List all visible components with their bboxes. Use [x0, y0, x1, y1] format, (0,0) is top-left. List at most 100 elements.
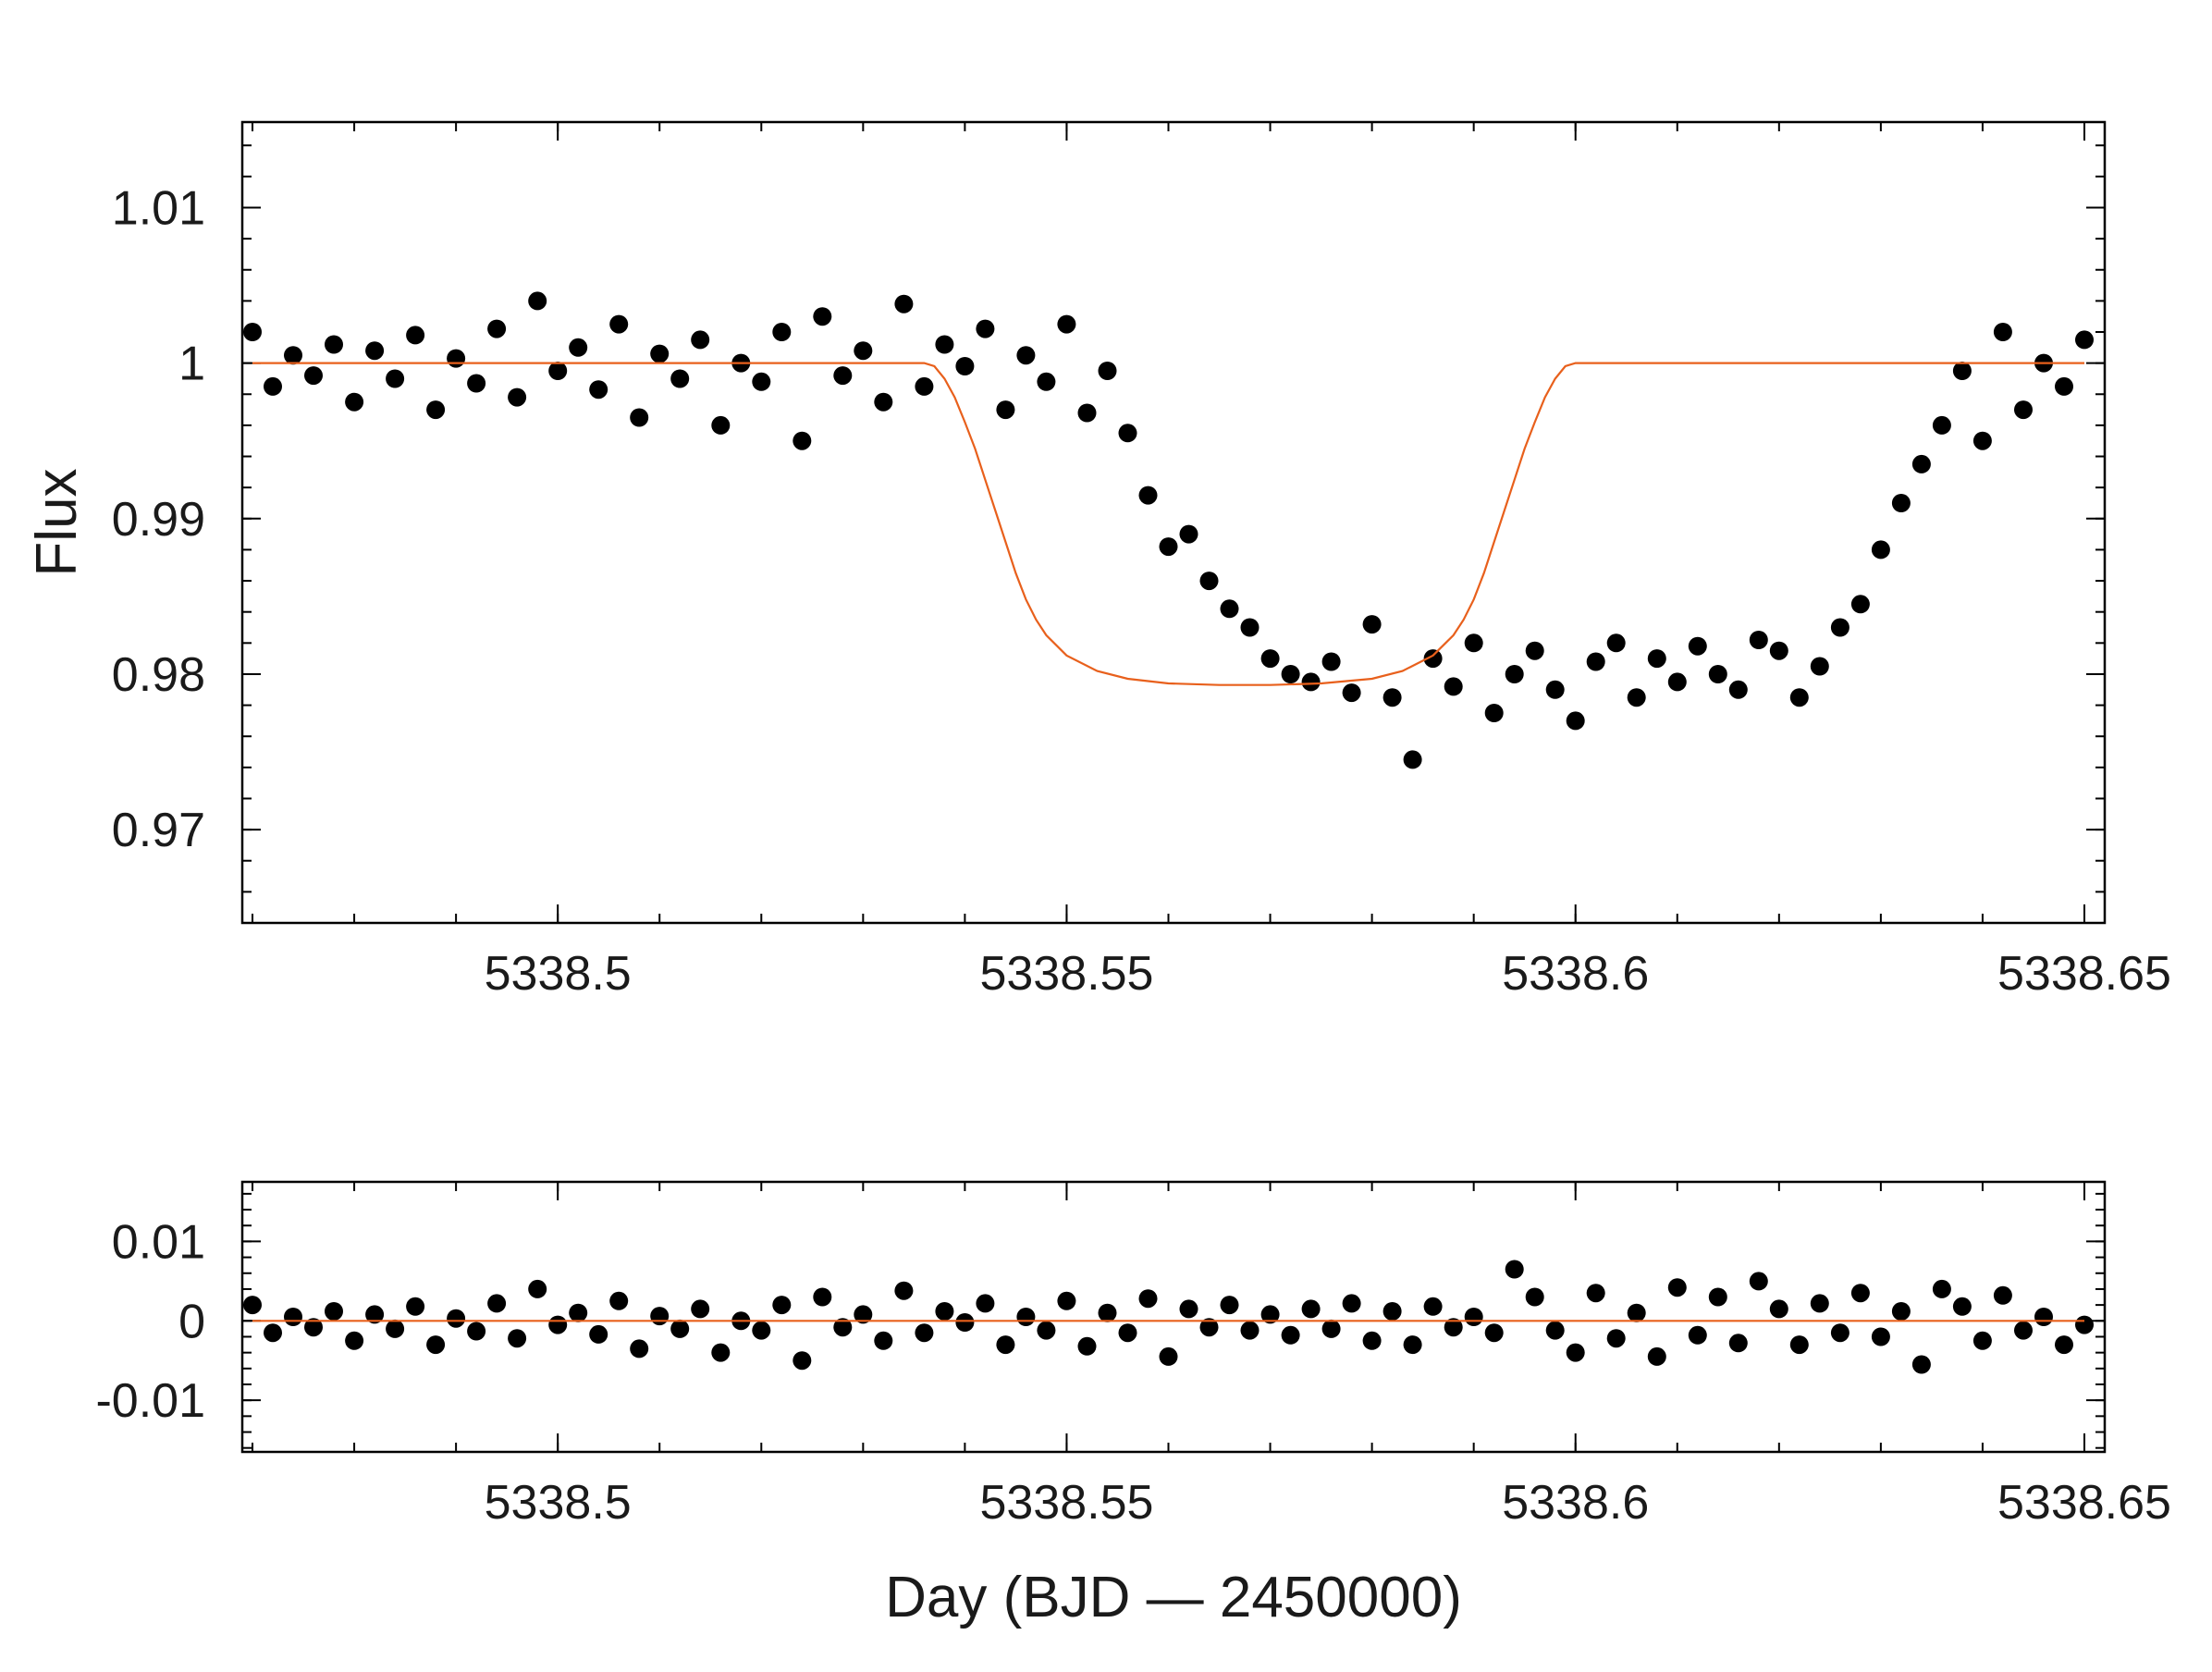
residual-data-point	[691, 1299, 710, 1319]
residual-data-point	[874, 1331, 893, 1350]
flux-data-point	[833, 366, 853, 386]
residual-data-point	[670, 1319, 690, 1338]
flux-data-point	[1911, 454, 1931, 473]
residual-data-point	[1423, 1297, 1443, 1316]
flux-data-point	[1016, 346, 1036, 365]
residual-data-point	[609, 1291, 629, 1310]
residual-data-point	[915, 1323, 934, 1343]
residual-data-point	[955, 1313, 975, 1332]
residual-data-point	[1708, 1287, 1727, 1307]
residual-data-point	[548, 1315, 568, 1334]
residual-data-point	[1586, 1284, 1605, 1303]
residual-data-point	[1667, 1278, 1687, 1297]
flux-data-point	[589, 380, 608, 400]
flux-data-point	[1952, 362, 1972, 380]
residual-data-point	[487, 1294, 507, 1313]
residual-x-tick-label: 5338.6	[1502, 1476, 1649, 1530]
residual-data-point	[1321, 1319, 1341, 1338]
flux-data-point	[569, 338, 588, 357]
flux-data-point	[325, 335, 343, 354]
flux-data-point	[2014, 400, 2033, 420]
flux-data-point	[1464, 633, 1483, 653]
flux-data-point	[1301, 672, 1321, 692]
residual-x-tick-label: 5338.65	[1997, 1476, 2171, 1530]
flux-data-point	[793, 431, 812, 450]
flux-data-point	[365, 341, 385, 361]
flux-data-point	[915, 376, 934, 396]
residual-data-point	[1342, 1294, 1361, 1313]
flux-data-point	[1057, 314, 1076, 334]
flux-data-point	[284, 346, 302, 365]
flux-data-point	[772, 323, 792, 341]
flux-data-point	[1382, 688, 1402, 707]
residual-data-point	[1972, 1331, 1992, 1350]
flux-y-tick-label: 0.98	[112, 648, 205, 702]
flux-data-point	[1037, 372, 1056, 391]
residual-data-point	[1464, 1308, 1483, 1326]
flux-data-point	[650, 344, 670, 363]
flux-data-point	[386, 369, 405, 388]
flux-data-point	[2055, 376, 2073, 396]
residual-data-point	[2075, 1315, 2094, 1334]
residual-x-tick-label: 5338.55	[979, 1476, 1153, 1530]
flux-x-tick-label: 5338.5	[485, 947, 632, 1001]
residual-data-point	[1057, 1291, 1076, 1310]
flux-data-point	[1789, 688, 1809, 707]
residual-data-point	[976, 1294, 995, 1313]
flux-data-point	[426, 400, 446, 420]
residual-data-point	[1728, 1334, 1748, 1353]
residual-data-point	[1260, 1305, 1280, 1324]
residual-data-point	[2055, 1335, 2073, 1355]
flux-data-point	[711, 415, 731, 435]
residual-data-point	[1952, 1297, 1972, 1316]
residual-data-point	[1118, 1323, 1137, 1343]
flux-data-point	[508, 387, 527, 407]
residual-data-point	[1220, 1296, 1239, 1315]
residual-data-point	[1810, 1294, 1829, 1313]
flux-data-point	[1749, 631, 1768, 649]
residual-data-point	[1606, 1329, 1626, 1348]
flux-y-tick-label: 0.99	[112, 493, 205, 547]
residual-data-point	[1850, 1284, 1870, 1303]
flux-data-point	[1891, 494, 1911, 512]
residual-data-point	[1932, 1279, 1951, 1298]
residual-data-point	[1627, 1303, 1646, 1322]
residual-data-point	[996, 1335, 1015, 1355]
residual-data-point	[1281, 1325, 1300, 1345]
residual-data-point	[894, 1281, 914, 1300]
residual-panel: 5338.5 5338.55 5338.6 5338.65 -0.01 0 0.01 Day …	[95, 1180, 2171, 1629]
residual-data-point	[1077, 1336, 1097, 1356]
residual-data-point	[325, 1302, 343, 1321]
flux-data-layer	[243, 291, 2094, 769]
residual-data-point	[833, 1318, 853, 1337]
residual-data-point	[2014, 1321, 2033, 1340]
flux-data-point	[1281, 665, 1300, 683]
flux-y-tick-label: 0.97	[112, 804, 205, 857]
residual-data-point	[1484, 1323, 1504, 1343]
residual-y-tick-label: 0.01	[112, 1215, 205, 1269]
residual-data-point	[406, 1297, 425, 1316]
residual-data-point	[1199, 1318, 1219, 1337]
flux-data-point	[1362, 615, 1382, 634]
flux-data-point	[1444, 677, 1463, 696]
residual-data-point	[345, 1331, 364, 1350]
residual-data-point	[1037, 1321, 1056, 1340]
residual-data-point	[1545, 1321, 1565, 1340]
flux-x-tick-label: 5338.65	[1997, 947, 2171, 1001]
residual-data-point	[1911, 1355, 1931, 1374]
flux-data-point	[1606, 633, 1626, 653]
flux-data-point	[1098, 362, 1117, 380]
flux-data-point	[1688, 636, 1707, 656]
residual-data-point	[1301, 1299, 1321, 1319]
flux-data-point	[1586, 652, 1605, 671]
residual-data-point	[1525, 1287, 1544, 1307]
residual-data-point	[426, 1335, 446, 1355]
residual-data-point	[1098, 1303, 1117, 1322]
flux-data-point	[874, 392, 893, 412]
flux-data-point	[935, 335, 954, 354]
flux-data-point	[1220, 599, 1239, 619]
flux-data-point	[1667, 672, 1687, 692]
flux-data-point	[467, 374, 486, 393]
flux-data-point	[1118, 424, 1137, 443]
flux-y-axis-title: Flux	[25, 468, 89, 576]
